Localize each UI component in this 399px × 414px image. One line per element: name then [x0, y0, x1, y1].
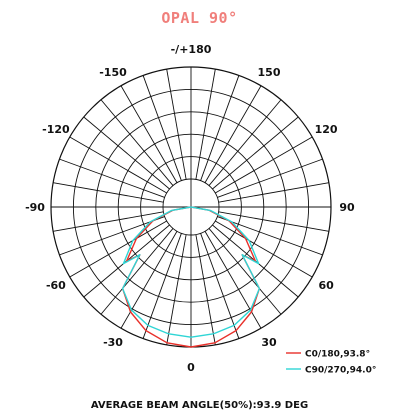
tick-label: 0	[187, 361, 195, 374]
grid-spoke	[215, 136, 313, 194]
grid-spoke	[217, 216, 323, 256]
series-line-1	[121, 206, 261, 348]
grid-spoke	[195, 234, 216, 345]
grid-spoke	[200, 233, 240, 339]
tick-label: 120	[315, 123, 338, 136]
grid-spoke	[166, 234, 187, 345]
series-curves	[121, 206, 261, 348]
tick-label: 60	[318, 279, 334, 292]
grid-spoke	[200, 75, 240, 181]
grid-spoke	[195, 69, 216, 180]
beam-angle-note: AVERAGE BEAM ANGLE(50%):93.9 DEG	[90, 400, 309, 411]
legend-label: C90/270,94.0°	[305, 366, 376, 376]
tick-label: 150	[258, 66, 281, 79]
grid-spoke	[120, 85, 178, 183]
grid-spoke	[83, 116, 170, 190]
grid-spoke	[100, 228, 174, 315]
grid-spoke	[208, 99, 282, 186]
tick-label: 30	[261, 336, 277, 349]
grid-spoke	[59, 158, 165, 198]
grid-spoke	[142, 75, 182, 181]
grid-spoke	[100, 99, 174, 186]
tick-label: -150	[99, 66, 127, 79]
grid-spoke	[215, 220, 313, 278]
legend: C0/180,93.8° C90/270,94.0°	[286, 350, 376, 376]
grid-spoke	[69, 136, 167, 194]
tick-label: 90	[339, 201, 355, 214]
tick-label: -30	[103, 336, 123, 349]
grid-spoke	[218, 211, 329, 232]
chart-title: OPAL 90°	[161, 9, 238, 27]
series-line-2	[121, 206, 261, 338]
grid-spoke	[53, 182, 164, 203]
grid-spoke	[217, 158, 323, 198]
angle-tick-labels: -/+180 150 120 90 60 30 0 -30 -60 -90 -120 -150	[25, 43, 355, 374]
tick-label: -/+180	[171, 43, 212, 56]
grid-spoke	[218, 182, 329, 203]
grid-spoke	[59, 216, 165, 256]
legend-label: C0/180,93.8°	[305, 350, 370, 360]
grid-spoke	[208, 228, 282, 315]
grid-spoke	[69, 220, 167, 278]
grid-spoke	[212, 116, 299, 190]
tick-label: -60	[46, 279, 66, 292]
grid-spoke	[166, 69, 187, 180]
grid-spoke	[142, 233, 182, 339]
tick-label: -90	[25, 201, 45, 214]
grid-spoke	[204, 85, 262, 183]
tick-label: -120	[42, 123, 70, 136]
grid-spoke	[53, 211, 164, 232]
